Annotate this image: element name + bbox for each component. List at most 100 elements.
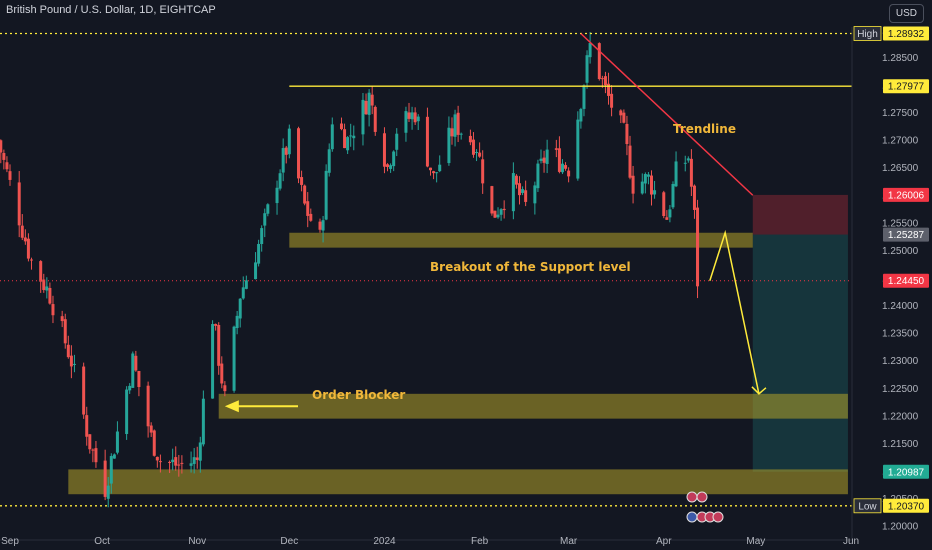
order-blocker-label: Order Blocker	[312, 388, 405, 402]
candle-body	[407, 112, 411, 119]
candle-body	[554, 148, 558, 150]
candle-body	[410, 112, 414, 120]
price-tag-text: 1.25287	[888, 230, 925, 241]
price-tag-text: 1.28932	[888, 29, 925, 40]
candle-body	[168, 461, 172, 463]
candle-body	[603, 76, 607, 86]
candle-body	[260, 228, 264, 245]
candle-body	[152, 430, 156, 456]
candle-body	[211, 324, 215, 399]
candle-body	[588, 43, 592, 58]
candle-body	[373, 106, 377, 132]
candle-body	[346, 137, 350, 151]
price-tag	[883, 227, 929, 242]
candle-body	[195, 457, 199, 460]
candle-body	[220, 363, 224, 384]
candle-body	[481, 159, 485, 184]
event-icons	[686, 491, 724, 523]
candle-body	[131, 353, 135, 388]
flag-us-icon	[686, 511, 698, 523]
candle-body	[180, 462, 184, 464]
candle-body	[493, 210, 497, 218]
support-zone	[289, 232, 753, 248]
candle-body	[567, 170, 571, 177]
candle-body	[297, 128, 301, 179]
price-tag-text: 1.27977	[888, 82, 925, 93]
candle-body	[343, 129, 347, 149]
candle-body	[300, 177, 304, 185]
candle-body	[306, 201, 310, 216]
breakout-label: Breakout of the Support level	[430, 260, 631, 274]
candle-body	[646, 174, 650, 177]
price-tag	[883, 79, 929, 94]
trendline	[580, 33, 754, 196]
candle-body	[468, 135, 472, 143]
price-tag-text: 1.20987	[888, 467, 925, 478]
candle-body	[496, 214, 500, 218]
flag-uk-icon	[686, 491, 698, 503]
candle-body	[327, 149, 331, 173]
candles-layer	[0, 31, 700, 508]
candle-body	[0, 140, 3, 153]
candle-body	[386, 164, 390, 167]
candle-body	[198, 442, 202, 461]
candle-body	[214, 323, 218, 326]
x-tick-label: Dec	[280, 536, 298, 547]
price-tag	[883, 498, 929, 513]
candle-body	[23, 237, 27, 242]
candle-body	[671, 183, 675, 208]
candle-body	[51, 304, 55, 316]
y-tick-label: 1.22500	[882, 384, 919, 395]
candle-body	[66, 344, 70, 358]
candle-body	[244, 280, 248, 289]
candle-body	[640, 181, 644, 194]
candle-body	[232, 326, 236, 391]
candle-body	[435, 172, 439, 174]
candle-body	[521, 189, 525, 193]
candle-body	[625, 123, 629, 145]
candle-body	[174, 457, 178, 466]
y-tick-label: 1.22000	[882, 411, 919, 422]
candle-body	[668, 209, 672, 218]
chart-title: British Pound / U.S. Dollar, 1D, EIGHTCA…	[6, 4, 216, 16]
candle-body	[447, 127, 451, 164]
x-tick-label: 2024	[373, 536, 396, 547]
candle-body	[361, 99, 365, 135]
candle-body	[631, 175, 635, 194]
candle-body	[106, 485, 110, 499]
candle-body	[192, 457, 196, 464]
y-tick-label: 1.27500	[882, 108, 919, 119]
level-name-tag	[853, 498, 882, 514]
axis-layer: 1.290001.285001.280001.275001.270001.265…	[0, 25, 929, 547]
flag-uk-icon	[696, 491, 708, 503]
candle-body	[134, 355, 138, 371]
candle-body	[171, 459, 175, 463]
candle-body	[518, 183, 522, 196]
y-tick-label: 1.26500	[882, 163, 919, 174]
candle-body	[610, 93, 614, 108]
candle-body	[149, 425, 153, 433]
candle-body	[321, 220, 325, 231]
currency-button[interactable]: USD	[888, 4, 924, 23]
candle-body	[490, 186, 494, 214]
level-name-tag	[853, 26, 882, 41]
y-tick-label: 1.23000	[882, 356, 919, 367]
candle-body	[29, 259, 33, 261]
candle-body	[413, 112, 417, 123]
candle-body	[622, 112, 626, 123]
candle-body	[607, 83, 611, 96]
candle-body	[579, 108, 583, 122]
candle-body	[600, 78, 604, 80]
candle-body	[416, 116, 420, 122]
candle-body	[257, 243, 261, 264]
y-tick-label: 1.28500	[882, 53, 919, 64]
candle-body	[395, 133, 399, 150]
candle-body	[545, 149, 549, 164]
candle-body	[45, 286, 49, 291]
candle-body	[85, 415, 89, 437]
x-tick-label: Oct	[94, 536, 110, 547]
candle-body	[254, 262, 258, 280]
candle-body	[69, 355, 73, 367]
x-tick-label: Jun	[843, 536, 859, 547]
